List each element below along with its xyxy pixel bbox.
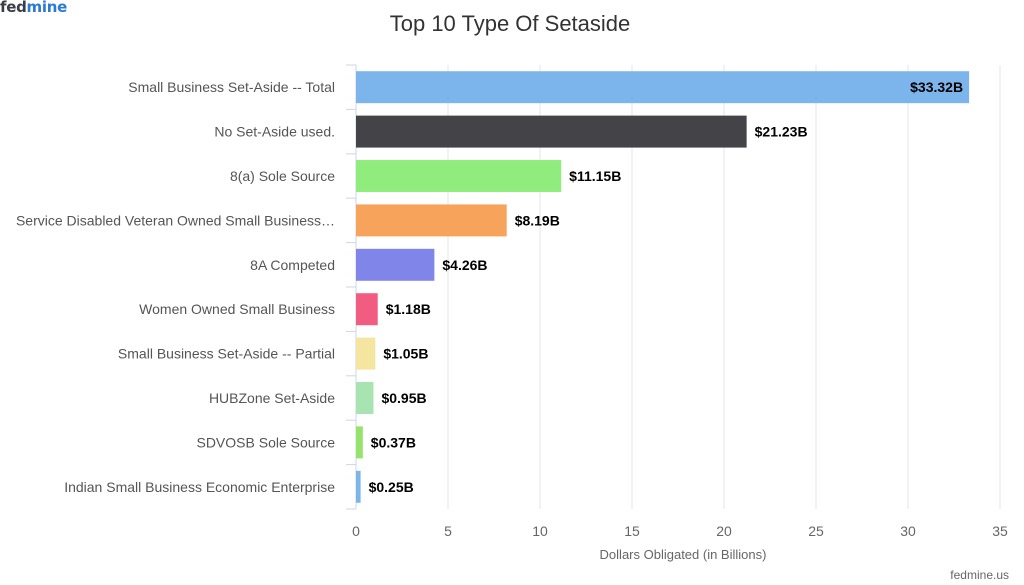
bar[interactable] [356, 426, 363, 459]
bar[interactable] [356, 248, 435, 281]
category-label: No Set-Aside used. [214, 124, 335, 140]
data-label: $4.26B [442, 257, 487, 273]
category-label: SDVOSB Sole Source [196, 434, 335, 450]
category-label: 8A Competed [250, 257, 335, 273]
data-label: $0.25B [369, 479, 414, 495]
category-label: Small Business Set-Aside -- Total [128, 79, 335, 95]
data-label: $8.19B [515, 212, 560, 228]
logo-part-fed: fed [0, 0, 27, 16]
bar[interactable] [356, 160, 562, 192]
data-label: $0.37B [371, 434, 416, 450]
category-label: HUBZone Set-Aside [209, 390, 335, 406]
bar[interactable] [356, 115, 747, 148]
bar[interactable] [356, 204, 507, 237]
category-label: Small Business Set-Aside -- Partial [118, 346, 335, 362]
category-label: Women Owned Small Business [139, 301, 335, 317]
category-label: Service Disabled Veteran Owned Small Bus… [16, 212, 335, 228]
data-label: $11.15B [569, 168, 621, 184]
credit-link[interactable]: fedmine.us [950, 568, 1009, 582]
bar[interactable] [356, 337, 376, 370]
data-label: $0.95B [381, 390, 426, 406]
bars-layer [356, 71, 970, 503]
x-tick-label: 20 [716, 523, 732, 539]
bar[interactable] [356, 71, 970, 104]
x-tick-label: 35 [992, 523, 1008, 539]
bar[interactable] [356, 470, 361, 503]
x-tick-label: 25 [808, 523, 824, 539]
data-label: $21.23B [755, 124, 808, 140]
chart-title: Top 10 Type Of Setaside [390, 11, 631, 36]
category-label: Indian Small Business Economic Enterpris… [64, 479, 335, 495]
fedmine-logo: fedmine [0, 0, 67, 16]
x-tick-label: 0 [352, 523, 360, 539]
category-label: 8(a) Sole Source [230, 168, 335, 184]
logo-part-mine: mine [26, 0, 68, 16]
x-axis-title: Dollars Obligated (in Billions) [600, 547, 767, 562]
x-tick-label: 10 [532, 523, 548, 539]
x-tick-label: 15 [624, 523, 640, 539]
bar[interactable] [356, 382, 374, 414]
x-tick-label: 5 [444, 523, 452, 539]
data-label: $33.32B [910, 79, 963, 95]
data-label: $1.05B [383, 346, 428, 362]
labels-layer: 0 5 10 15 20 25 30 35 Small Business Set-Aside -… [16, 79, 1008, 539]
x-tick-label: 30 [900, 523, 916, 539]
data-label: $1.18B [386, 301, 431, 317]
bar[interactable] [356, 293, 378, 326]
